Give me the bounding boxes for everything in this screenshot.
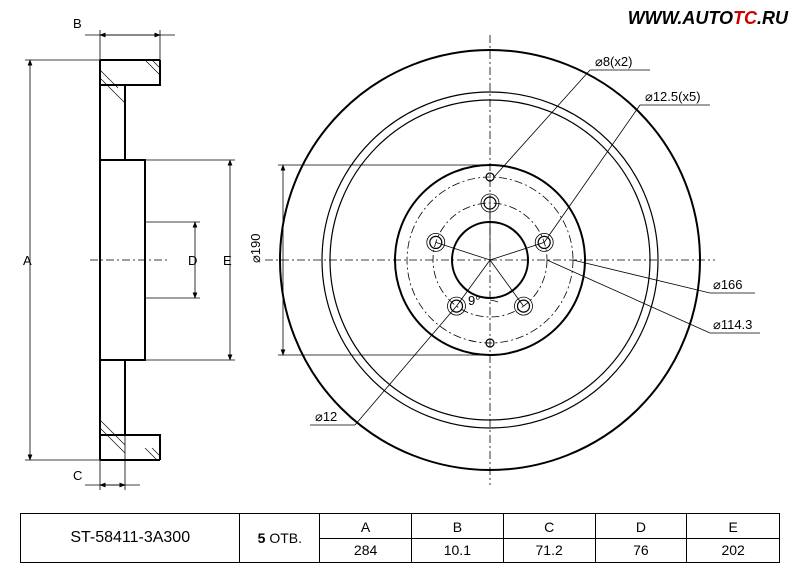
col-B: B10.1 bbox=[412, 514, 504, 562]
dim-d125: ⌀12.5(x5) bbox=[645, 89, 701, 104]
dim-d1143: ⌀114.3 bbox=[713, 317, 752, 332]
dim-B: B bbox=[73, 16, 82, 31]
dim-D: D bbox=[188, 253, 197, 268]
hole-count: 5 ОТВ. bbox=[240, 514, 320, 562]
technical-drawing: A B C D E ⌀190 ⌀8(x2) ⌀12.5(x5) ⌀166 ⌀11… bbox=[0, 0, 800, 500]
dim-d8: ⌀8(x2) bbox=[595, 54, 632, 69]
dim-d166: ⌀166 bbox=[713, 277, 743, 292]
dim-d12: ⌀12 bbox=[315, 409, 337, 424]
dim-C: C bbox=[73, 468, 82, 483]
front-view: ⌀190 ⌀8(x2) ⌀12.5(x5) ⌀166 ⌀114.3 ⌀12 9° bbox=[248, 35, 760, 485]
dimension-table: ST-58411-3A300 5 ОТВ. A284 B10.1 C71.2 D… bbox=[20, 513, 780, 563]
col-C: C71.2 bbox=[504, 514, 596, 562]
dim-E: E bbox=[223, 253, 232, 268]
dim-angle: 9° bbox=[468, 293, 480, 308]
col-D: D76 bbox=[596, 514, 688, 562]
col-E: E202 bbox=[687, 514, 779, 562]
part-number: ST-58411-3A300 bbox=[21, 514, 240, 562]
side-view: A B C D E bbox=[23, 16, 235, 490]
dim-d190: ⌀190 bbox=[248, 233, 263, 263]
dim-A: A bbox=[23, 253, 32, 268]
col-A: A284 bbox=[320, 514, 412, 562]
